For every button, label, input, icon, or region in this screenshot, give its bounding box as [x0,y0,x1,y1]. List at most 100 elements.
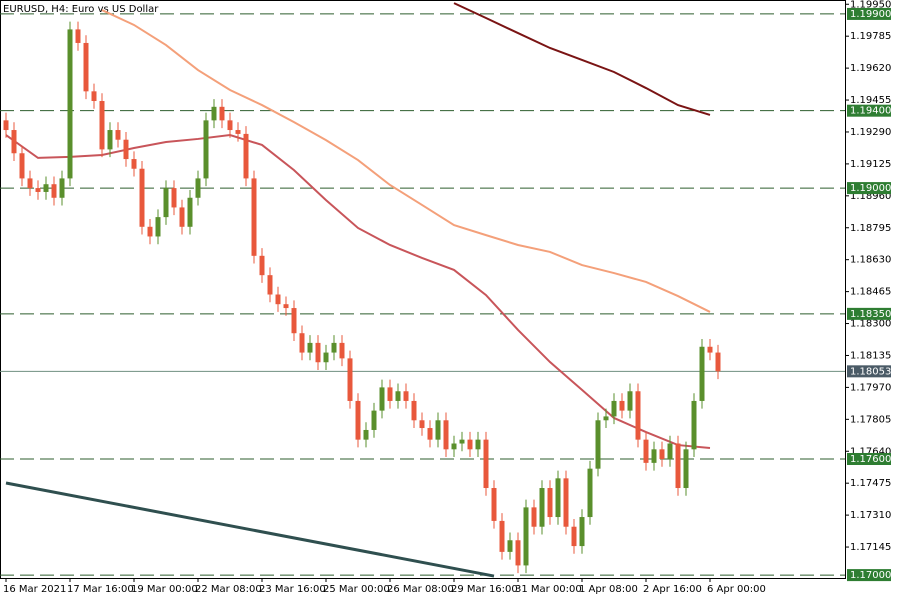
candle-body [667,443,673,459]
plot-frame [0,0,846,579]
candle-body [579,517,585,547]
x-tick-label: 26 Mar 08:00 [387,584,454,595]
candle-body [587,468,593,518]
candle-body [139,168,145,227]
candle-body [611,400,617,417]
y-tick-label: 1.19620 [850,63,891,74]
candle-body [171,188,177,208]
candle-body [219,106,225,121]
candle-body [371,410,377,430]
candle-body [619,400,625,411]
level-label-bg [847,7,891,20]
candle-body [59,178,65,198]
candle-body [659,449,665,459]
candle-body [331,342,337,353]
y-tick-label: 1.17805 [850,414,891,425]
candle-body [555,478,561,518]
x-tick-label: 6 Apr 00:00 [707,584,766,595]
y-tick-label: 1.17970 [850,382,891,393]
candle-body [483,439,489,489]
x-tick-label: 31 Mar 00:00 [515,584,582,595]
x-tick-label: 25 Mar 00:00 [323,584,390,595]
y-tick-label: 1.19290 [850,127,891,138]
candle-body [243,133,249,179]
candle-body [603,416,609,421]
candle-body [683,449,689,489]
candle-body [195,178,201,198]
candle-body [451,443,457,450]
candle-body [563,478,569,527]
candle-body [339,342,345,359]
candle-body [539,488,545,527]
price-label-bg [847,365,891,378]
y-tick-label: 1.18960 [850,191,891,202]
level-label: 1.19400 [850,106,891,117]
candle-body [19,153,25,179]
candle-body [363,429,369,440]
candle-body [27,178,33,189]
candle-body [3,120,9,131]
candle-body [475,439,481,450]
candle-body [595,420,601,469]
candle-body [459,439,465,444]
candle-body [211,106,217,121]
candle-body [547,488,553,518]
level-label-bg [847,569,891,582]
y-tick-label: 1.19950 [850,0,891,10]
candle-body [707,346,713,353]
x-tick-label: 23 Mar 16:00 [259,584,326,595]
candle-body [675,443,681,489]
candle-body [651,449,657,463]
x-tick-label: 17 Mar 16:00 [67,584,134,595]
candle-body [51,184,57,198]
level-label-bg [847,452,891,465]
x-tick-label: 29 Mar 16:00 [451,584,518,595]
x-tick-label: 22 Mar 08:00 [195,584,262,595]
candle-body [91,91,97,102]
y-tick-label: 1.18135 [850,350,891,361]
chart-title: EURUSD, H4: Euro vs US Dollar [3,4,159,15]
candle-body [531,507,537,527]
candle-body [115,130,121,140]
candle-body [523,507,529,566]
candle-body [131,159,137,169]
candle-body [275,294,281,305]
candle-body [419,420,425,429]
candle-body [323,352,329,363]
candle-body [627,391,633,411]
level-label-bg [847,182,891,195]
candle-body [187,197,193,227]
candle-body [43,184,49,192]
candle-body [395,391,401,401]
y-tick-label: 1.19125 [850,159,891,170]
level-label-bg [847,307,891,320]
x-tick-label: 1 Apr 08:00 [579,584,638,595]
candle-body [355,400,361,440]
candle-body [427,428,433,440]
candle-body [179,207,185,227]
candle-body [499,520,505,552]
y-tick-label: 1.18630 [850,255,891,266]
candle-body [443,420,449,450]
candle-body [571,526,577,547]
candle-body [387,387,393,401]
candle-body [67,29,73,179]
x-tick-label: 2 Apr 16:00 [643,584,702,595]
candle-body [403,391,409,401]
y-tick-label: 1.18300 [850,319,891,330]
candle-body [35,188,41,192]
candle-body [251,178,257,256]
candle-body [283,304,289,309]
candle-body [163,188,169,218]
candle-body [267,275,273,295]
candle-body [411,400,417,421]
y-tick-label: 1.19785 [850,31,891,42]
candle-body [107,130,113,150]
candle-body [299,333,305,353]
candle-body [635,391,641,440]
level-label: 1.19000 [850,183,891,194]
candle-body [123,139,129,160]
candle-body [715,352,721,372]
candle-body [147,226,153,237]
